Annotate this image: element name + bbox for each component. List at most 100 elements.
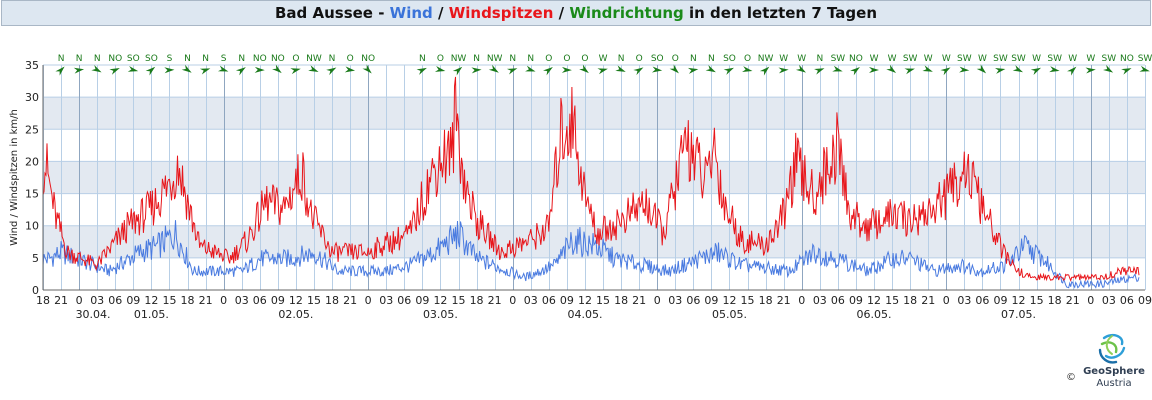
x-tick-label: 18 bbox=[36, 294, 50, 307]
x-tick-label: 09 bbox=[271, 294, 285, 307]
direction-label: O bbox=[437, 54, 444, 64]
direction-label: NW bbox=[758, 54, 774, 64]
direction-label: N bbox=[419, 54, 426, 64]
x-tick-label: 09 bbox=[993, 294, 1007, 307]
y-tick-label: 15 bbox=[25, 188, 39, 201]
direction-label: N bbox=[76, 54, 83, 64]
direction-label: NW bbox=[306, 54, 322, 64]
direction-arrow-icon bbox=[1049, 66, 1060, 73]
direction-label: W bbox=[779, 54, 788, 64]
direction-arrow-icon bbox=[308, 65, 319, 72]
direction-arrow-icon bbox=[1139, 65, 1150, 72]
direction-label: SO bbox=[723, 54, 736, 64]
direction-arrow-shape bbox=[326, 67, 337, 76]
direction-label: SW bbox=[1011, 54, 1026, 64]
direction-label: W bbox=[924, 54, 933, 64]
logo-subtitle: Austria bbox=[1096, 378, 1132, 389]
direction-label: NO bbox=[1120, 54, 1134, 64]
date-label: 07.05. bbox=[1001, 308, 1036, 321]
direction-row: N N N NO SO SO S N N S N NO NO O NW N O NO N O NW N NW N N O O O W N O… bbox=[55, 54, 1152, 76]
wind-series bbox=[42, 220, 1140, 289]
direction-label: O bbox=[292, 54, 299, 64]
x-tick-label: 06 bbox=[686, 294, 700, 307]
direction-label: W bbox=[599, 54, 608, 64]
direction-arrow-icon bbox=[922, 65, 933, 72]
direction-arrow-icon bbox=[55, 66, 65, 76]
direction-arrow-shape bbox=[434, 66, 446, 72]
direction-arrow-icon bbox=[272, 64, 282, 74]
direction-label: N bbox=[527, 54, 534, 64]
direction-arrow-icon bbox=[597, 68, 608, 75]
direction-arrow-icon bbox=[127, 65, 139, 72]
x-tick-label: 06 bbox=[831, 294, 845, 307]
axis-labels: 0 5 10 15 20 25 30 35 Wind / Windspitzen in km/h… bbox=[9, 59, 1152, 321]
direction-arrow-icon bbox=[886, 64, 897, 74]
y-tick-label: 30 bbox=[25, 91, 39, 104]
direction-label: SO bbox=[127, 54, 140, 64]
direction-arrow-icon bbox=[869, 67, 880, 73]
x-tick-label: 06 bbox=[108, 294, 122, 307]
x-tick-label: 21 bbox=[777, 294, 791, 307]
direction-arrow-icon bbox=[742, 66, 753, 72]
direction-arrow-shape bbox=[742, 66, 753, 72]
title-separator: / bbox=[553, 4, 570, 22]
direction-arrow-shape bbox=[217, 65, 229, 72]
x-tick-label: 09 bbox=[415, 294, 429, 307]
direction-arrow-icon bbox=[488, 64, 499, 73]
direction-arrow-icon bbox=[615, 65, 626, 72]
direction-arrow-icon bbox=[1103, 64, 1114, 73]
direction-label: O bbox=[672, 54, 679, 64]
direction-arrow-icon bbox=[687, 67, 699, 74]
direction-arrow-shape bbox=[308, 65, 319, 72]
direction-arrow-icon bbox=[525, 65, 536, 72]
direction-arrow-icon bbox=[814, 68, 825, 75]
direction-label: N bbox=[618, 54, 625, 64]
x-tick-label: 0 bbox=[509, 294, 516, 307]
direction-arrow-shape bbox=[145, 66, 156, 76]
x-tick-label: 18 bbox=[1048, 294, 1062, 307]
direction-arrow-icon bbox=[199, 68, 211, 75]
geosphere-logo: GeoSphere Austria bbox=[1082, 330, 1146, 398]
x-tick-label: 21 bbox=[488, 294, 502, 307]
direction-label: N bbox=[816, 54, 823, 64]
direction-arrow-shape bbox=[1121, 68, 1132, 75]
direction-arrow-icon bbox=[290, 68, 301, 75]
direction-label: SW bbox=[1102, 54, 1117, 64]
direction-label: N bbox=[94, 54, 101, 64]
direction-label: O bbox=[581, 54, 588, 64]
direction-arrow-icon bbox=[506, 68, 518, 75]
direction-arrow-icon bbox=[1121, 68, 1132, 75]
direction-arrow-shape bbox=[127, 65, 139, 72]
direction-arrow-icon bbox=[723, 67, 734, 75]
direction-arrow-shape bbox=[615, 65, 626, 72]
x-tick-label: 15 bbox=[741, 294, 755, 307]
geosphere-logo-icon bbox=[1098, 333, 1126, 364]
direction-arrow-shape bbox=[1139, 65, 1150, 72]
y-tick-label: 20 bbox=[25, 155, 39, 168]
direction-arrow-icon bbox=[434, 66, 446, 72]
x-tick-label: 03 bbox=[957, 294, 971, 307]
direction-arrow-shape bbox=[235, 67, 246, 76]
direction-arrow-icon bbox=[759, 66, 770, 76]
wind-line bbox=[42, 220, 1140, 289]
x-tick-label: 18 bbox=[181, 294, 195, 307]
x-tick-label: 03 bbox=[813, 294, 827, 307]
direction-arrow-icon bbox=[164, 67, 175, 74]
date-label: 06.05. bbox=[857, 308, 892, 321]
direction-arrow-icon bbox=[1030, 67, 1042, 75]
direction-arrow-shape bbox=[1049, 66, 1060, 73]
direction-label: NW bbox=[487, 54, 503, 64]
direction-arrow-shape bbox=[705, 65, 716, 73]
direction-arrow-shape bbox=[91, 64, 102, 73]
title-period: in den letzten 7 Tagen bbox=[683, 4, 878, 22]
date-label: 01.05. bbox=[134, 308, 169, 321]
axes bbox=[42, 65, 1145, 291]
direction-arrow-icon bbox=[651, 66, 663, 73]
direction-label: SW bbox=[903, 54, 918, 64]
direction-arrow-shape bbox=[109, 67, 120, 75]
direction-label: N bbox=[329, 54, 336, 64]
x-tick-label: 0 bbox=[220, 294, 227, 307]
direction-arrow-shape bbox=[959, 66, 970, 73]
x-tick-label: 09 bbox=[126, 294, 140, 307]
direction-arrow-shape bbox=[506, 68, 518, 75]
